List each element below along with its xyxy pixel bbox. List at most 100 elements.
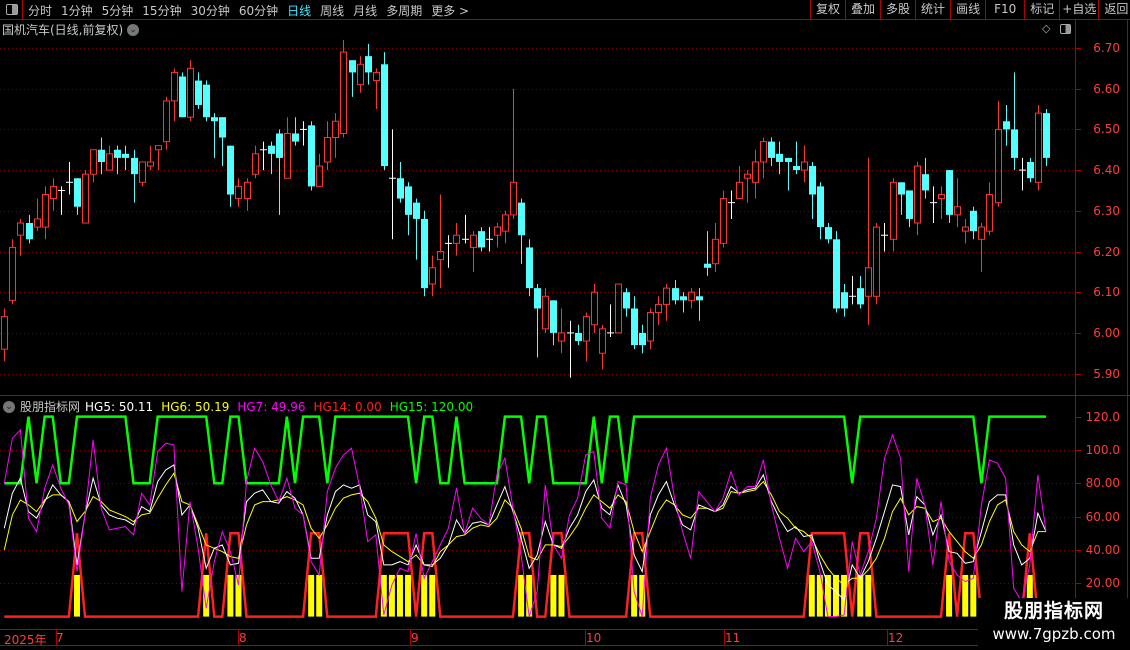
signal-bar — [1026, 574, 1033, 617]
overlay-button[interactable]: 叠加 — [845, 0, 880, 19]
tab-fenshi[interactable]: 分时 — [28, 4, 53, 18]
candle — [429, 255, 436, 297]
indicator-name[interactable]: 股朋指标网 — [20, 400, 81, 414]
candle-body — [187, 67, 194, 118]
candle — [82, 170, 89, 224]
candle — [147, 145, 154, 171]
candle — [195, 72, 202, 110]
tab-weekly[interactable]: 周线 — [320, 4, 345, 18]
candle-body — [122, 153, 129, 158]
mark-button[interactable]: 标记 — [1024, 0, 1059, 19]
tab-monthly[interactable]: 月线 — [353, 4, 378, 18]
signal-bar — [380, 574, 387, 617]
candle-body — [211, 117, 218, 122]
candle — [155, 145, 162, 171]
multi-stock-button[interactable]: 多股 — [880, 0, 915, 19]
candle — [235, 178, 242, 207]
readout-hg7: HG7: 49.96 — [237, 399, 306, 414]
signal-bar — [946, 574, 953, 617]
series-line-hg14 — [4, 532, 1046, 618]
series-line-hg7 — [3, 428, 1047, 618]
candle-body — [405, 186, 412, 215]
candle — [898, 182, 905, 215]
candle-body — [106, 153, 113, 171]
f10-button[interactable]: F10 — [985, 0, 1024, 19]
candle-body — [865, 267, 872, 297]
candle — [825, 223, 832, 244]
candle — [187, 60, 194, 122]
candle — [510, 88, 517, 219]
candle — [421, 210, 428, 297]
panel-toggle-button[interactable] — [0, 0, 23, 19]
candle — [365, 43, 372, 85]
candle-body — [171, 71, 178, 102]
candle-body — [978, 226, 985, 240]
signal-bar — [857, 574, 864, 617]
candle-body — [575, 332, 582, 342]
back-button[interactable]: 返回 — [1098, 0, 1130, 19]
candle-body — [349, 60, 356, 73]
tab-30min[interactable]: 30分钟 — [190, 4, 230, 18]
candle-body — [623, 292, 630, 309]
period-toolbar: 分时 1分钟 5分钟 15分钟 30分钟 60分钟 日线 周线 月线 多周期 更… — [0, 0, 1130, 20]
candle-body — [639, 332, 646, 346]
candle — [405, 182, 412, 236]
candle-body — [155, 145, 162, 151]
tab-1min[interactable]: 1分钟 — [61, 4, 93, 18]
panel-toggle-icon[interactable] — [1060, 24, 1071, 34]
candle — [300, 121, 307, 146]
candle — [131, 149, 138, 203]
chevron-down-icon[interactable]: ⌄ — [3, 400, 15, 413]
candle — [995, 100, 1002, 207]
tab-5min[interactable]: 5分钟 — [101, 4, 134, 18]
month-label: 8 — [239, 631, 247, 645]
candle-body — [244, 181, 251, 200]
chevron-down-icon[interactable]: ⌄ — [127, 23, 140, 36]
tab-daily[interactable]: 日线 — [287, 4, 312, 18]
candle — [809, 161, 816, 219]
candle — [1027, 157, 1034, 183]
candle-body — [276, 133, 283, 158]
action-buttons: 复权 叠加 多股 统计 画线 F10 标记 +自选 返回 — [810, 0, 1130, 19]
candle-body — [768, 141, 775, 158]
tab-60min[interactable]: 60分钟 — [238, 4, 279, 18]
signal-bar — [429, 574, 436, 617]
candle-body — [785, 157, 792, 162]
candle — [389, 129, 396, 240]
tab-15min[interactable]: 15分钟 — [142, 4, 182, 18]
candle — [203, 80, 210, 122]
candle — [1011, 72, 1018, 171]
candle — [445, 235, 452, 268]
candle — [171, 68, 178, 122]
tab-multi-period[interactable]: 多周期 — [386, 4, 423, 18]
statistics-button[interactable]: 统计 — [915, 0, 950, 19]
candle — [688, 288, 695, 309]
candle — [720, 190, 727, 248]
diamond-icon[interactable]: ◇ — [1042, 22, 1051, 35]
indicator-grid — [0, 417, 1081, 584]
series-line-hg5 — [3, 464, 1047, 601]
add-watchlist-button[interactable]: +自选 — [1059, 0, 1098, 19]
candle-body — [922, 174, 929, 191]
price-tick-label: 6.30 — [1093, 203, 1120, 218]
candle — [1043, 109, 1050, 167]
candle-body — [50, 185, 57, 200]
candle-body — [308, 125, 315, 187]
draw-line-button[interactable]: 画线 — [950, 0, 985, 19]
candle-body — [252, 153, 259, 175]
price-grid — [0, 48, 1081, 645]
candle — [502, 210, 509, 244]
candle-body — [397, 178, 404, 199]
price-tick-label: 6.60 — [1093, 81, 1120, 96]
signal-bar — [235, 574, 242, 617]
adjust-button[interactable]: 复权 — [810, 0, 845, 19]
tab-more[interactable]: 更多 > — [431, 4, 470, 18]
candle-body — [906, 190, 913, 219]
candle — [841, 284, 848, 317]
candle — [308, 121, 315, 191]
candle-body — [1003, 121, 1010, 130]
signal-bar — [816, 574, 823, 617]
candle-body — [179, 76, 186, 118]
candle — [785, 157, 792, 191]
candle-body — [90, 149, 97, 175]
